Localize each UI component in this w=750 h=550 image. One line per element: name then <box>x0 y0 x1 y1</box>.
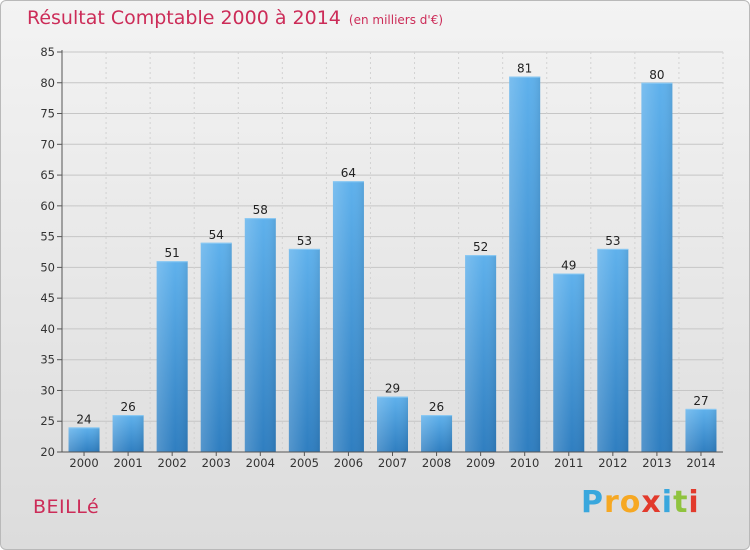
y-tick-label: 70 <box>40 137 55 151</box>
logo-letter: i <box>661 485 674 520</box>
y-tick-label: 60 <box>40 199 55 213</box>
value-label-2014: 27 <box>693 394 708 408</box>
logo-letter: t <box>673 485 689 520</box>
value-label-2008: 26 <box>429 400 444 414</box>
bar-shade <box>156 261 188 452</box>
bar-shade <box>553 273 585 452</box>
logo-letter: x <box>641 485 662 520</box>
y-tick-label: 40 <box>40 322 55 336</box>
x-tick-label-2008: 2008 <box>422 456 451 470</box>
value-label-2005: 53 <box>297 234 312 248</box>
bar-shade <box>332 181 364 452</box>
y-tick-label: 55 <box>40 230 55 244</box>
bar-shade <box>641 82 673 453</box>
x-tick-label-2004: 2004 <box>246 456 275 470</box>
y-tick-label: 85 <box>40 45 55 59</box>
value-label-2002: 51 <box>165 246 180 260</box>
x-tick-label-2009: 2009 <box>466 456 495 470</box>
value-label-2011: 49 <box>561 259 576 273</box>
chart-title-text: Résultat Comptable 2000 à 2014 <box>27 7 341 29</box>
chart-title: Résultat Comptable 2000 à 2014 (en millie… <box>27 7 443 29</box>
chart-subtitle: (en milliers d'€) <box>348 13 444 27</box>
bar-shade <box>377 396 408 452</box>
value-label-2001: 26 <box>120 400 135 414</box>
bars: 24 26 51 54 58 53 64 29 26 52 81 49 53 80 27 <box>68 62 717 453</box>
logo-letter: o <box>619 485 642 520</box>
bar-shade <box>421 415 453 452</box>
y-tick-label: 50 <box>40 260 55 274</box>
x-tick-label-2012: 2012 <box>598 456 627 470</box>
bar-shade <box>112 415 144 452</box>
y-tick-label: 65 <box>40 168 55 182</box>
value-label-2010: 81 <box>517 62 532 76</box>
value-label-2007: 29 <box>385 382 400 396</box>
proxiti-logo[interactable]: Proxiti <box>581 485 700 520</box>
y-tick-label: 25 <box>40 414 55 428</box>
value-label-2000: 24 <box>76 412 91 426</box>
y-tick-label: 75 <box>40 107 55 121</box>
value-label-2003: 54 <box>209 228 224 242</box>
x-tick-label-2010: 2010 <box>510 456 539 470</box>
y-tick-label: 30 <box>40 383 55 397</box>
y-tick-label: 35 <box>40 353 55 367</box>
value-label-2012: 53 <box>605 234 620 248</box>
x-tick-label-2000: 2000 <box>69 456 98 470</box>
logo-letter: r <box>604 485 620 520</box>
x-tick-label-2014: 2014 <box>686 456 715 470</box>
bar-shade <box>288 248 320 452</box>
axes: 20 25 30 35 40 45 50 55 60 65 70 75 80 85 2000 2001 2002… <box>40 45 723 470</box>
logo-letter: i <box>688 485 700 520</box>
x-tick-label-2002: 2002 <box>158 456 187 470</box>
y-tick-label: 45 <box>40 291 55 305</box>
value-label-2013: 80 <box>649 68 664 82</box>
value-label-2006: 64 <box>341 166 356 180</box>
x-tick-label-2001: 2001 <box>113 456 142 470</box>
x-tick-label-2005: 2005 <box>290 456 319 470</box>
x-tick-label-2006: 2006 <box>334 456 363 470</box>
x-tick-label-2003: 2003 <box>202 456 231 470</box>
bar-shade <box>509 76 541 452</box>
value-label-2009: 52 <box>473 240 488 254</box>
bar-shade <box>685 408 717 452</box>
y-tick-label: 80 <box>40 76 55 90</box>
bar-shade <box>244 218 276 452</box>
bar-shade <box>465 255 497 452</box>
x-tick-label-2007: 2007 <box>378 456 407 470</box>
x-tick-label-2013: 2013 <box>642 456 671 470</box>
bar-shade <box>200 242 232 452</box>
commune-name: BEILLé <box>33 496 100 518</box>
bar-shade <box>597 248 629 452</box>
y-tick-label: 20 <box>40 445 55 459</box>
value-label-2004: 58 <box>253 203 268 217</box>
x-tick-label-2011: 2011 <box>554 456 583 470</box>
bar-shade <box>68 427 100 452</box>
logo-letter: P <box>581 485 604 520</box>
